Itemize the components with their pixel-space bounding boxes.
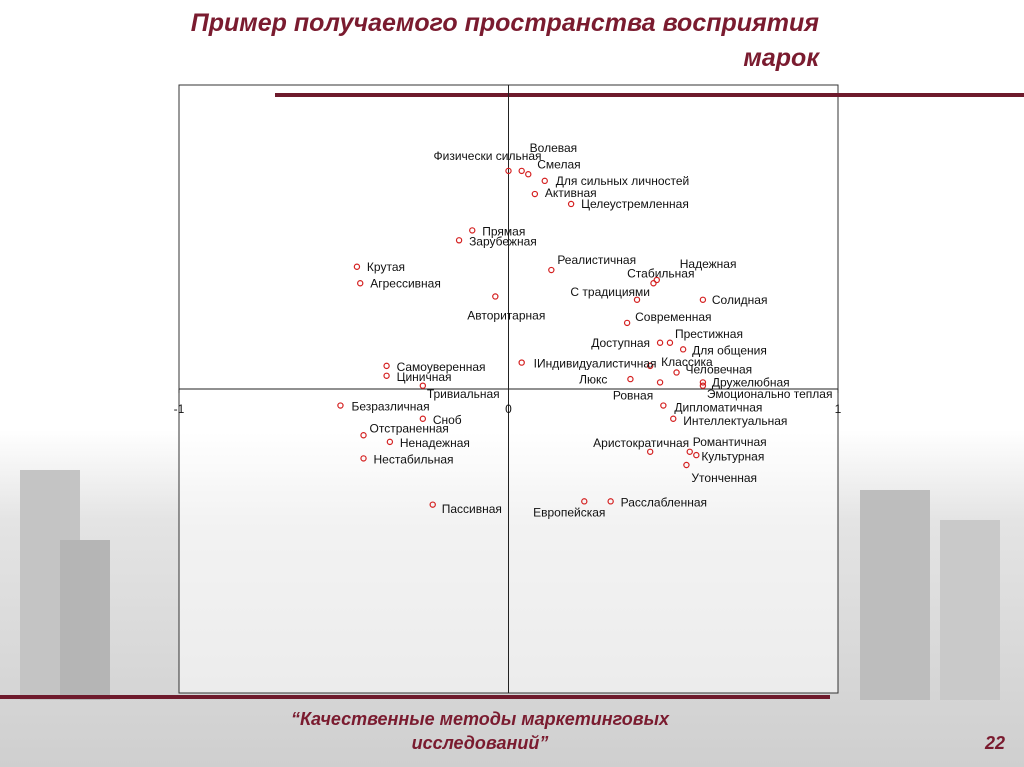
point (623, 319, 631, 327)
point-label: Человечная (686, 363, 753, 377)
point (419, 415, 427, 422)
footer-text: “Качественные методы маркетинговых иссле… (290, 709, 670, 753)
point (633, 296, 641, 303)
x-tick-label: 1 (835, 402, 842, 416)
point-label: Физически сильная (434, 149, 542, 163)
point (469, 227, 476, 234)
point-label: С традициями (570, 285, 650, 299)
point (699, 379, 707, 386)
decor (20, 470, 1000, 700)
point (581, 498, 588, 505)
point (607, 498, 614, 505)
point-label: Тривиальная (427, 387, 500, 401)
point-label: Для общения (692, 344, 767, 358)
point-label: Ровная (613, 389, 653, 403)
point (383, 372, 390, 379)
point (518, 167, 525, 175)
point (653, 276, 660, 284)
point-label: Пассивная (442, 502, 502, 516)
point (492, 293, 499, 300)
point-label: Культурная (701, 449, 764, 463)
point-label: Современная (635, 310, 711, 324)
point (383, 362, 390, 370)
point (531, 190, 539, 198)
point (673, 369, 680, 376)
point-label: Солидная (712, 293, 768, 307)
point (429, 501, 436, 508)
x-tick-label: -1 (174, 402, 185, 416)
point (567, 200, 575, 208)
point-label: Самоуверенная (397, 360, 486, 374)
point-label: Люкс (579, 372, 607, 386)
point-label: Циничная (397, 370, 452, 384)
point (525, 171, 532, 178)
point (699, 296, 707, 303)
point-label: Активная (545, 186, 597, 200)
point (650, 280, 657, 287)
slide-title: Пример получаемого пространства восприят… (190, 9, 819, 72)
point-label: Романтичная (693, 435, 767, 449)
point-label: Утонченная (691, 471, 757, 485)
point-label: Дипломатичная (674, 401, 762, 415)
point (683, 461, 690, 469)
point-label: Стабильная (627, 266, 694, 280)
point (353, 263, 361, 270)
point (686, 448, 693, 455)
point (419, 382, 427, 389)
point-label: Нестабильная (374, 453, 454, 467)
point-label: Агрессивная (370, 276, 441, 290)
point (660, 402, 667, 409)
point-label: IИндивидуалистичная (534, 357, 657, 371)
point (360, 455, 367, 462)
point-label: Волевая (530, 141, 578, 155)
point (679, 346, 687, 353)
point (505, 167, 512, 175)
point (646, 448, 654, 455)
point-label: Доступная (591, 336, 650, 350)
point (518, 359, 525, 366)
point-label: Расслабленная (621, 496, 707, 510)
point-label: Авторитарная (467, 309, 545, 323)
point-label: Сноб (433, 413, 462, 427)
point-label: Европейская (533, 506, 605, 520)
point-label: Аристократичная (593, 436, 689, 450)
point (386, 438, 394, 446)
point-label: Классика (661, 355, 713, 369)
point-label: Безразличная (351, 400, 429, 414)
point (670, 415, 677, 422)
point-label: Интеллектуальная (683, 414, 787, 428)
point-label: Реалистичная (557, 253, 636, 267)
point (656, 339, 664, 346)
x-tick-label: 0 (505, 402, 512, 416)
point (541, 177, 548, 185)
point-label: Для сильных личностей (556, 174, 690, 188)
point-label: Прямая (482, 225, 525, 239)
point (337, 402, 344, 409)
point-label: Ненадежная (400, 436, 470, 450)
point-label: Надежная (680, 257, 737, 271)
point (357, 280, 364, 287)
point-label: Крутая (367, 260, 405, 274)
point (656, 379, 664, 386)
point-label: Престижная (675, 327, 743, 341)
point-label: Дружелюбная (712, 376, 790, 390)
point-label: Смелая (537, 157, 580, 171)
point (699, 382, 707, 389)
point (627, 375, 634, 383)
point (455, 237, 463, 244)
point (666, 339, 674, 346)
point (360, 432, 367, 439)
point-label: Эмоционально теплая (707, 387, 833, 401)
point (693, 451, 700, 459)
point-label: Зарубежная (469, 234, 537, 248)
point (646, 362, 654, 370)
page-number: 22 (985, 733, 1006, 753)
point-label: Целеустремленная (581, 197, 689, 211)
point-label: Отстраненная (370, 421, 449, 435)
point (548, 266, 555, 274)
